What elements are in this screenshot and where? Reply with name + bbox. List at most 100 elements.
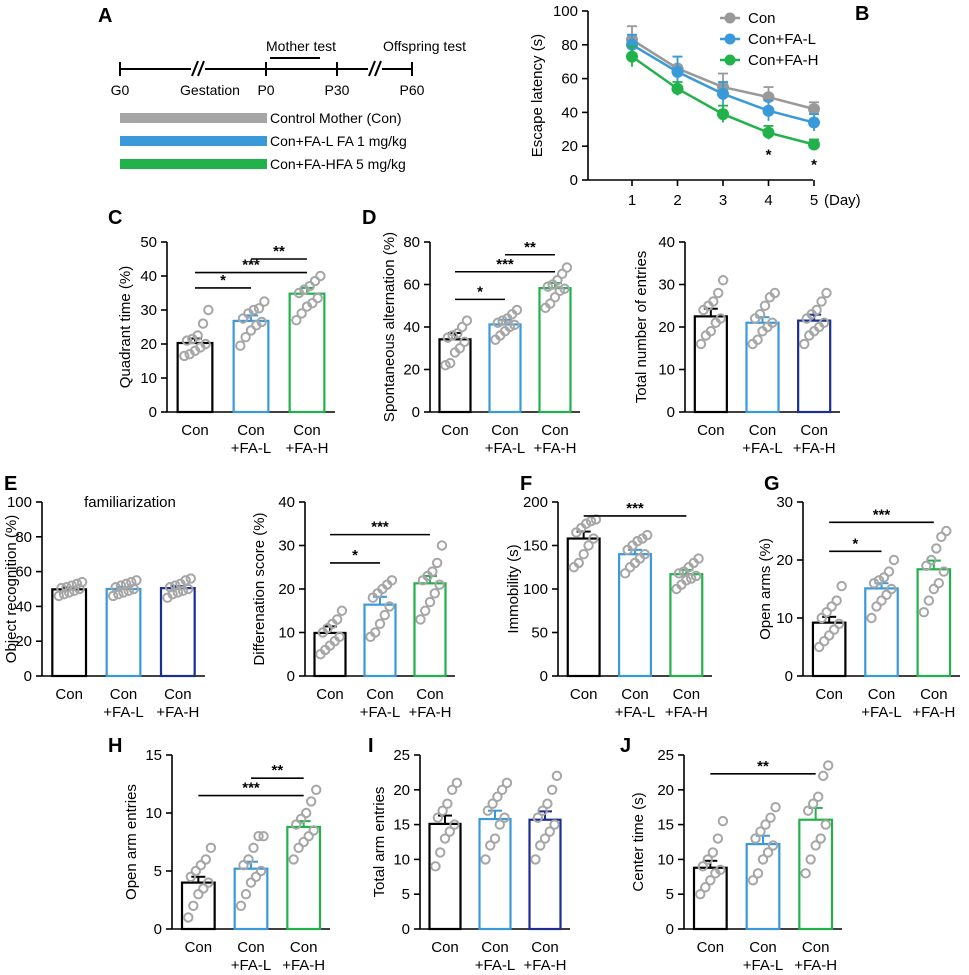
data-point	[446, 784, 458, 795]
data-point	[442, 798, 453, 809]
data-point	[752, 334, 763, 345]
series-point	[808, 138, 820, 151]
y-tick-label: 25	[657, 747, 674, 764]
bar	[745, 842, 781, 931]
data-point	[76, 576, 88, 588]
data-point	[431, 557, 443, 569]
data-point	[762, 847, 774, 858]
series-point	[717, 87, 729, 100]
data-point	[923, 595, 935, 606]
data-point	[811, 304, 822, 316]
data-point	[767, 840, 779, 851]
x-tick-label: Con	[293, 422, 321, 439]
x-tick-label: +FA-L	[861, 704, 901, 721]
y-tick-label: 10	[393, 851, 410, 868]
series-point	[762, 104, 775, 117]
y-tick-label: 30	[278, 538, 295, 555]
y-tick-label: 100	[523, 581, 548, 598]
x-tick-label: +FA-H	[665, 704, 708, 721]
data-point	[693, 553, 704, 564]
y-axis-label: Total arm entries	[371, 787, 388, 898]
data-point	[296, 308, 307, 319]
y-axis-label: Escape latency (s)	[529, 34, 546, 157]
x-tick-label: +FA-H	[156, 704, 199, 721]
y-tick-label: 10	[140, 370, 157, 387]
y-tick-label: 20	[403, 362, 420, 379]
y-axis-label: Total number of entries	[633, 251, 650, 404]
x-tick-label: Con	[800, 422, 828, 439]
data-point	[936, 531, 947, 542]
data-point	[921, 560, 932, 571]
data-point	[258, 831, 269, 842]
timeline-break-1-mark	[191, 60, 199, 77]
data-point	[883, 566, 895, 577]
data-point	[532, 812, 544, 823]
data-point	[434, 579, 445, 590]
data-point	[810, 840, 821, 851]
y-tick-label: 0	[402, 921, 410, 938]
data-point	[813, 641, 825, 653]
y-tick-label: 20	[776, 552, 793, 569]
data-point	[66, 580, 77, 591]
data-point	[831, 595, 842, 606]
data-point	[386, 575, 398, 586]
series-point	[671, 65, 684, 78]
data-point	[291, 315, 302, 326]
data-point	[715, 864, 726, 876]
chart-title: familiarization	[84, 494, 176, 511]
data-point	[535, 840, 546, 851]
significance-label: **	[273, 243, 285, 260]
panel-letter-a: A	[98, 5, 112, 27]
data-point	[767, 317, 778, 328]
data-point	[188, 900, 199, 911]
data-point	[56, 582, 67, 594]
x-tick-label: Con	[481, 939, 509, 956]
chart-b-escape-latency: 0 20 40 60 80 100 Escape latency (s) B 1 2 3 4 5 (Day…	[529, 3, 869, 209]
y-tick-label: 60	[403, 277, 420, 294]
data-point	[420, 605, 431, 616]
series-point	[808, 116, 820, 129]
data-point	[886, 583, 897, 595]
data-point	[461, 315, 473, 326]
y-tick-label: 40	[278, 494, 295, 511]
data-point	[307, 298, 318, 309]
x-tick-label: Con	[697, 939, 725, 956]
data-point	[449, 819, 460, 830]
data-point	[800, 868, 811, 879]
tick-p0: P0	[257, 82, 274, 98]
legend-marker	[724, 12, 736, 24]
timeline-break-1-mark	[197, 60, 205, 77]
data-point	[452, 328, 463, 339]
y-tick-label: 0	[412, 404, 420, 421]
x-tick-label: +FA-H	[793, 440, 836, 457]
y-tick-label: 80	[15, 529, 32, 546]
data-point	[705, 326, 717, 337]
bar	[286, 825, 322, 931]
data-point	[554, 285, 565, 297]
data-point	[459, 336, 470, 348]
legend-label-con: Control Mother (Con)	[270, 110, 402, 126]
y-tick-label: 15	[657, 817, 674, 834]
data-point	[549, 819, 560, 830]
bar	[528, 818, 562, 931]
x-tick-label: +FA-H	[282, 957, 325, 974]
y-tick-label: 20	[15, 633, 32, 650]
legend-label-fa-h: Con+FA-HFA 5 mg/kg	[270, 156, 406, 172]
y-tick-label: 5	[402, 886, 410, 903]
data-point	[695, 338, 707, 350]
panel-letter: F	[520, 473, 532, 495]
x-tick-label: Con	[868, 686, 896, 703]
x-tick-label: +FA-L	[360, 704, 400, 721]
data-point	[938, 566, 950, 577]
data-point	[713, 287, 724, 299]
significance-label: *	[352, 547, 358, 564]
data-point	[542, 281, 554, 292]
data-point	[482, 805, 494, 816]
significance-label: *	[477, 283, 483, 300]
data-point	[440, 360, 451, 371]
x-tick-label: Con	[531, 939, 559, 956]
x-tick-label: Con	[316, 686, 344, 703]
data-point	[379, 609, 390, 621]
